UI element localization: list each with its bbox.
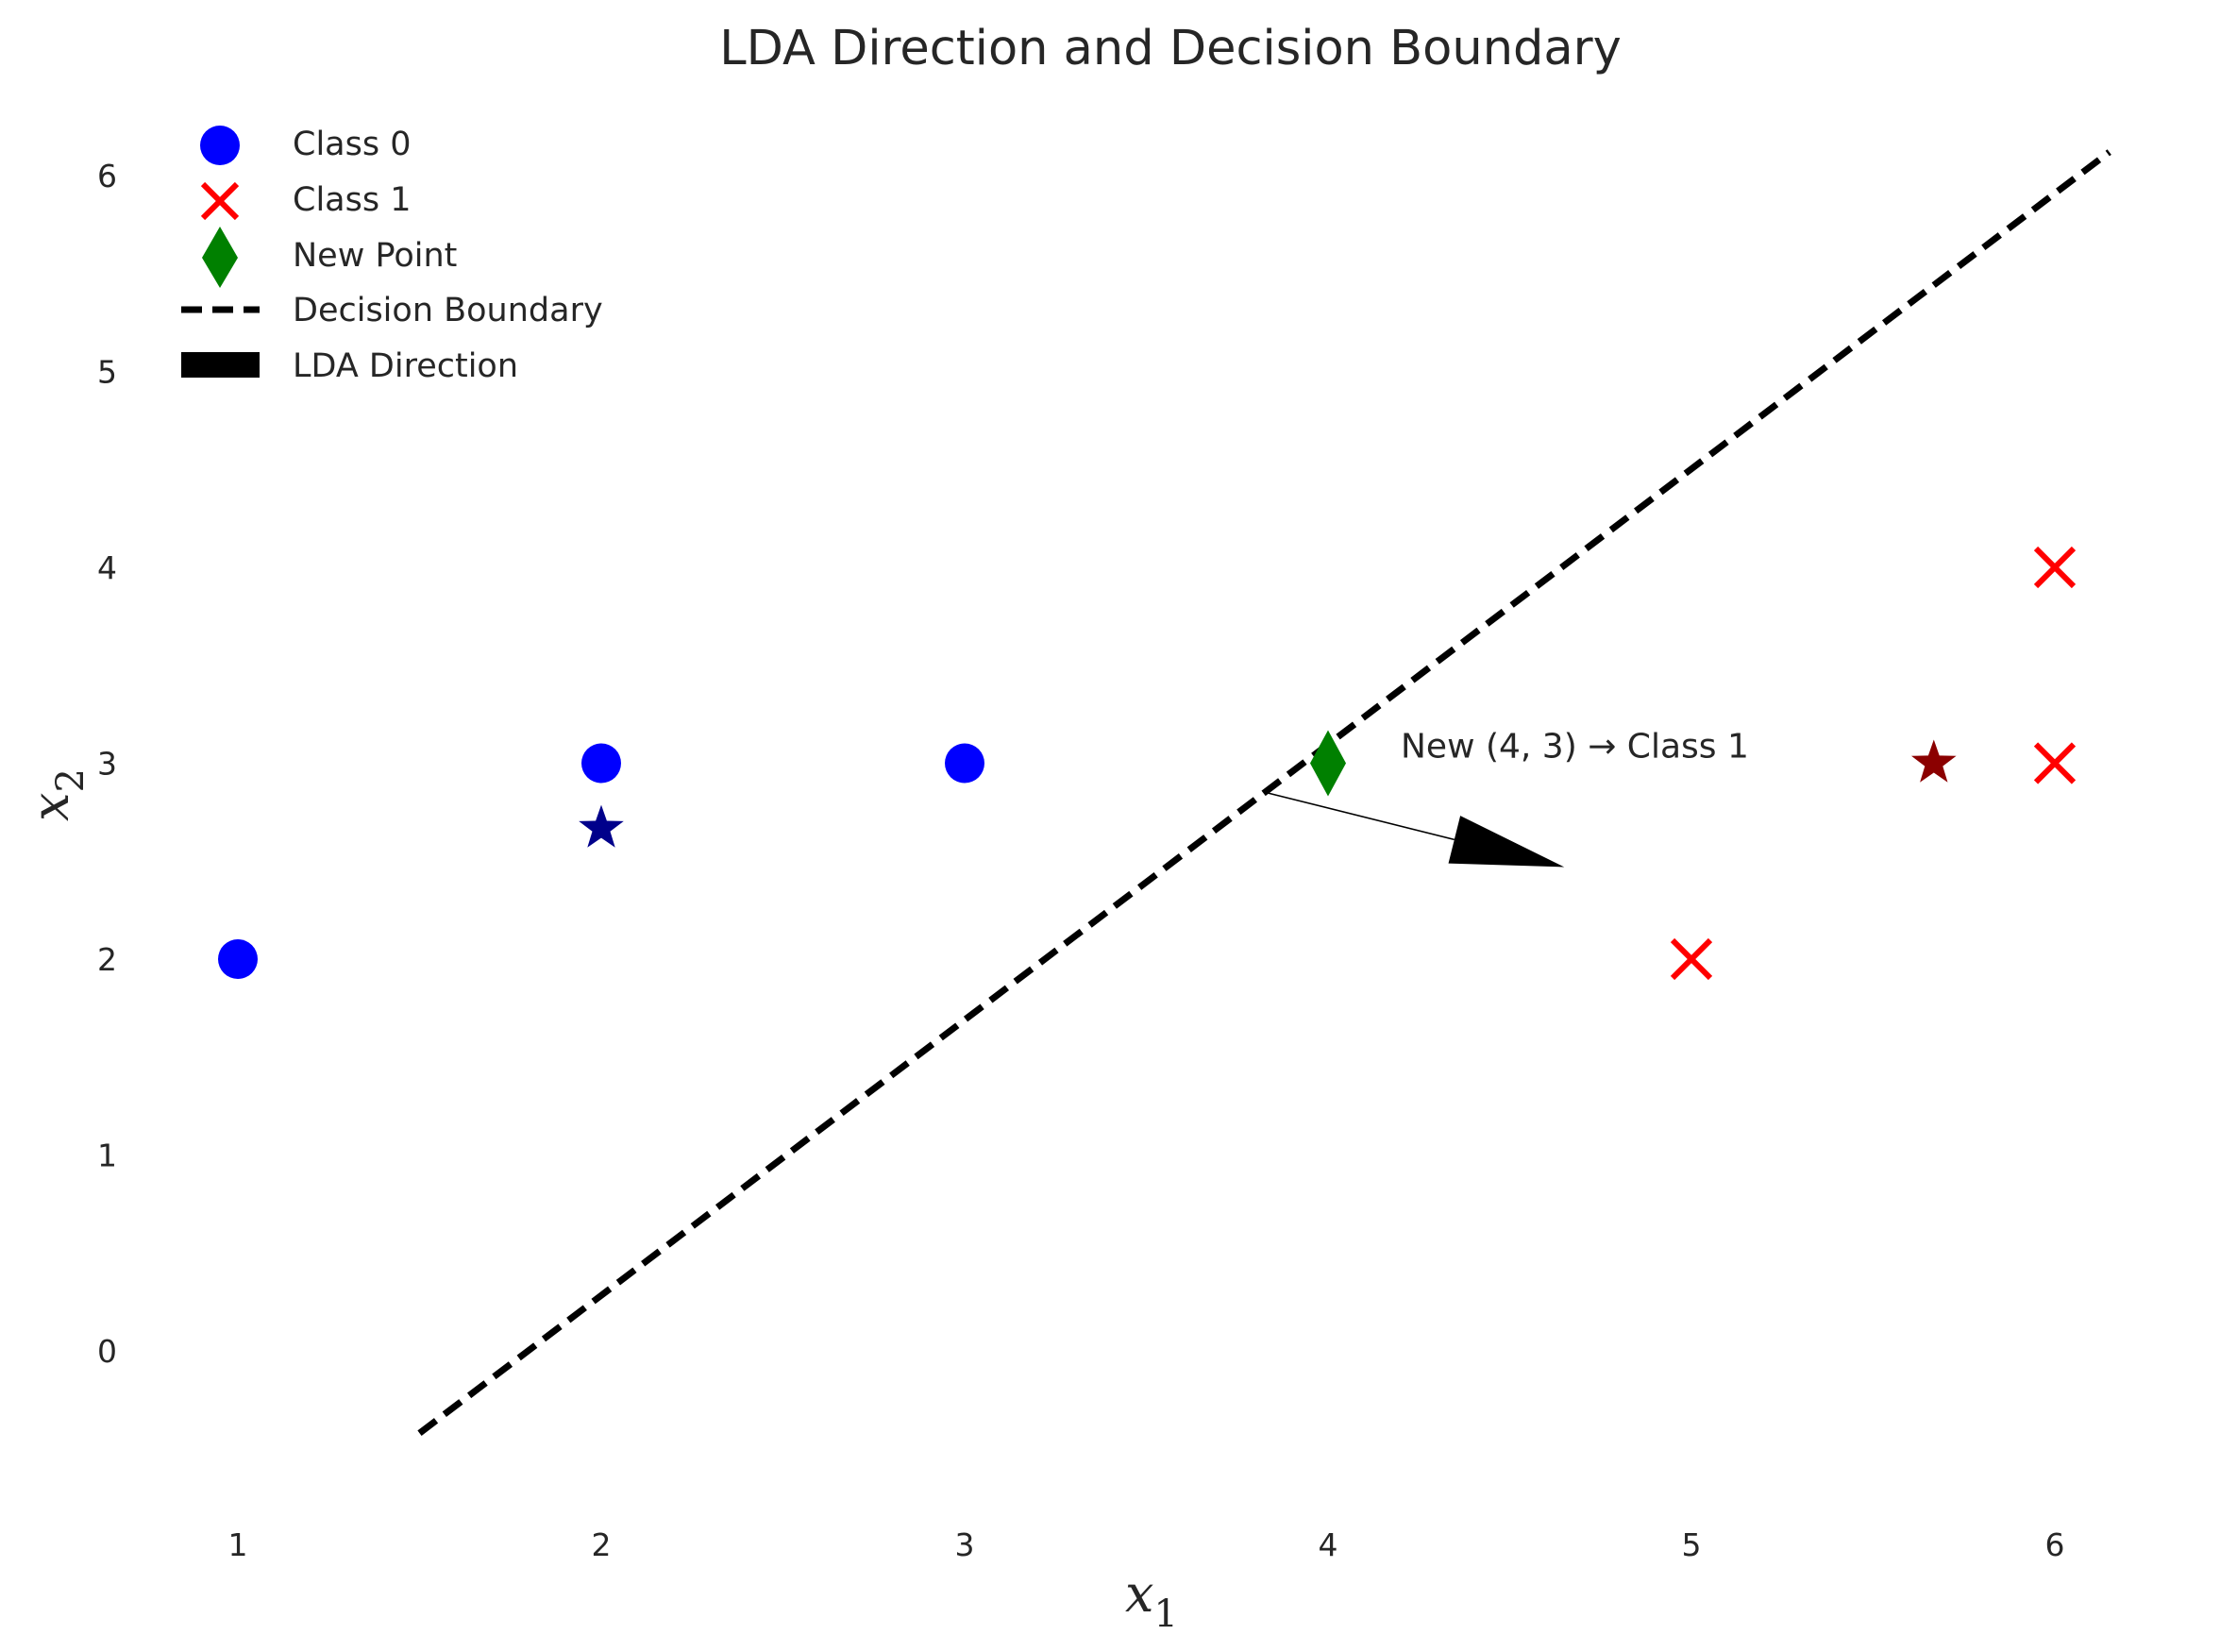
plot-area (218, 149, 2111, 1436)
new-point-annotation: New (4, 3) → Class 1 (1401, 727, 1749, 766)
legend-decision-boundary-label: Decision Boundary (293, 292, 603, 329)
class-1-point-stroke (1670, 937, 1713, 981)
class-1-mean-star (1911, 739, 1957, 783)
x-tick-label: 2 (592, 1526, 612, 1563)
y-tick-label: 2 (97, 941, 117, 978)
lda-direction-arrow-shaft (1266, 791, 1455, 841)
class-0-mean-star (579, 804, 624, 848)
class-1-point-stroke (2033, 546, 2077, 589)
class-0-point (945, 743, 984, 784)
legend-new-point-label: New Point (293, 237, 457, 275)
y-tick-label: 4 (97, 549, 117, 586)
class-1-point (2033, 546, 2077, 589)
y-tick-label: 6 (97, 158, 117, 194)
legend-lda-direction-marker (181, 352, 260, 378)
class-0-point (218, 939, 258, 979)
x-tick-label: 1 (228, 1526, 248, 1563)
legend-class-1-marker (200, 181, 240, 221)
class-1-point (1670, 937, 1713, 981)
class-1-point (2033, 742, 2077, 784)
y-tick-label: 3 (97, 746, 117, 783)
legend-class-0-marker (200, 126, 240, 165)
y-tick-label: 1 (97, 1138, 117, 1174)
y-ticks: 0 1 2 3 4 5 6 (97, 158, 117, 1370)
x-axis-label-main: x (1125, 1564, 1153, 1624)
legend-new-point-marker (202, 227, 238, 288)
legend-class-1-label: Class 1 (293, 181, 411, 219)
class-1-point-stroke (2033, 742, 2077, 784)
y-tick-label: 5 (97, 354, 117, 391)
x-axis-label-subscript: 1 (1154, 1593, 1178, 1636)
x-tick-label: 4 (1319, 1526, 1338, 1563)
lda-direction-arrow-head (1448, 816, 1565, 868)
y-tick-label: 0 (97, 1333, 117, 1370)
legend: Class 0 Class 1 New Point Decision Bound… (181, 126, 603, 385)
x-axis-label: x1 (1125, 1564, 1178, 1636)
legend-class-0-label: Class 0 (293, 126, 411, 163)
x-ticks: 1 2 3 4 5 6 (228, 1526, 2065, 1563)
new-point-marker (1310, 730, 1346, 797)
x-tick-label: 6 (2045, 1526, 2065, 1563)
y-axis-label-main: x (21, 792, 80, 820)
class-0-point (581, 743, 621, 784)
chart-title: LDA Direction and Decision Boundary (719, 21, 1622, 76)
y-axis-label-subscript: 2 (49, 768, 92, 792)
decision-boundary-line (417, 149, 2111, 1436)
y-axis-label: x2 (21, 768, 92, 821)
legend-lda-direction-label: LDA Direction (293, 347, 518, 385)
x-tick-label: 3 (955, 1526, 975, 1563)
x-tick-label: 5 (1682, 1526, 1702, 1563)
